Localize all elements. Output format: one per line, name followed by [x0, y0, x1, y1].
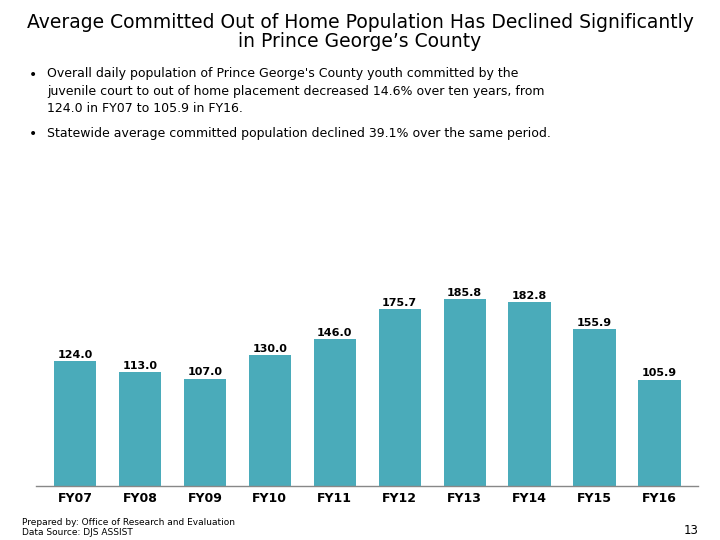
Text: 107.0: 107.0	[187, 367, 222, 377]
Text: 113.0: 113.0	[122, 361, 158, 371]
Text: 105.9: 105.9	[642, 368, 677, 378]
Bar	[314, 339, 356, 486]
Bar	[379, 309, 420, 486]
Bar	[248, 355, 291, 486]
Text: 175.7: 175.7	[382, 298, 417, 308]
Bar	[184, 379, 226, 486]
Text: Statewide average committed population declined 39.1% over the same period.: Statewide average committed population d…	[47, 127, 551, 140]
Bar	[54, 361, 96, 486]
Text: 130.0: 130.0	[252, 344, 287, 354]
Text: Average Committed Out of Home Population Has Declined Significantly: Average Committed Out of Home Population…	[27, 14, 693, 32]
Text: 155.9: 155.9	[577, 318, 612, 328]
Text: •: •	[29, 127, 37, 141]
Text: Overall daily population of Prince George's County youth committed by the
juveni: Overall daily population of Prince Georg…	[47, 68, 544, 114]
Text: 146.0: 146.0	[317, 328, 352, 338]
Bar	[573, 329, 616, 486]
Text: •: •	[29, 68, 37, 82]
Text: 13: 13	[683, 524, 698, 537]
Text: Prepared by: Office of Research and Evaluation
Data Source: DJS ASSIST: Prepared by: Office of Research and Eval…	[22, 518, 235, 537]
Text: 124.0: 124.0	[58, 350, 93, 360]
Bar	[639, 380, 680, 486]
Bar	[508, 302, 551, 486]
Bar	[119, 373, 161, 486]
Text: in Prince George’s County: in Prince George’s County	[238, 32, 482, 51]
Bar	[444, 299, 486, 486]
Text: 185.8: 185.8	[447, 288, 482, 298]
Text: 182.8: 182.8	[512, 291, 547, 301]
